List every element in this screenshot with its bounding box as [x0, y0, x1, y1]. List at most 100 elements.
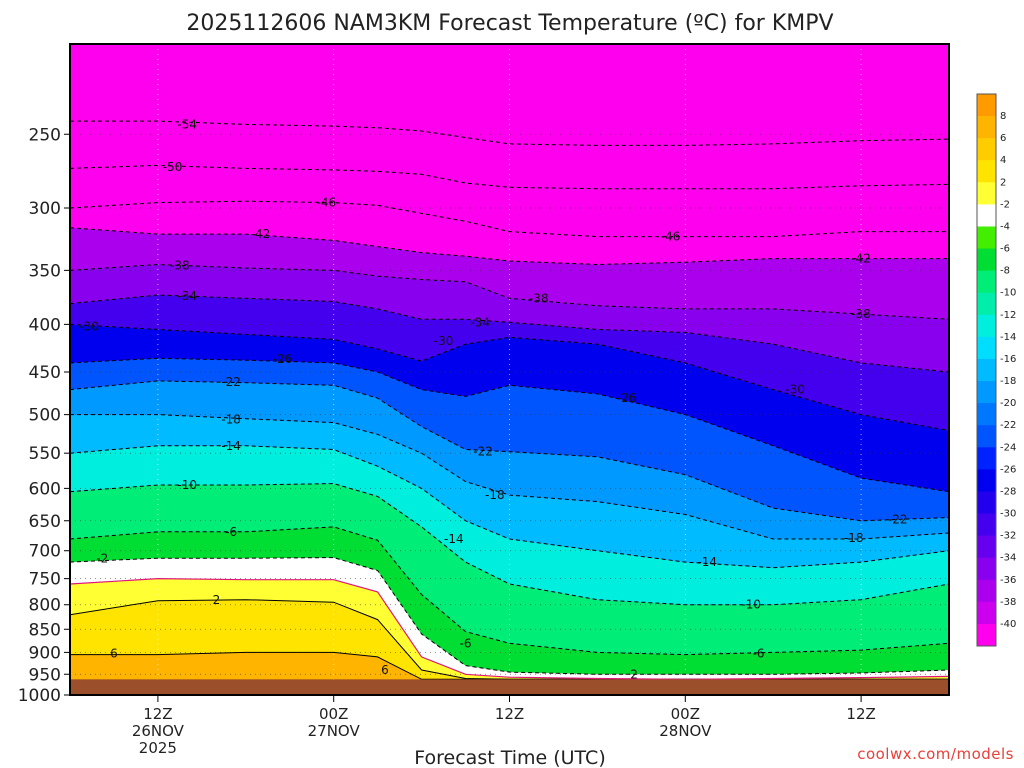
y-tick-label: 600: [29, 479, 61, 499]
isotherm-label: -22: [473, 445, 493, 459]
colorbar-swatch: [977, 601, 996, 625]
isotherm-label: -30: [79, 319, 99, 333]
y-axis: 250 300 350 400 450 500 550 600 650 700 750 800 850 9…: [18, 125, 70, 706]
colorbar-swatch: [977, 358, 996, 382]
isotherm-label: -22: [221, 375, 241, 389]
colorbar-swatch: [977, 226, 996, 250]
colorbar-swatch: [977, 557, 996, 581]
band--46: [70, 165, 949, 237]
band-2: [70, 578, 949, 680]
isotherm-label: -34: [470, 315, 490, 329]
isotherm-label: -18: [844, 531, 864, 545]
x-tick-date: 28NOV: [659, 722, 712, 740]
isotherm-label: -42: [851, 252, 871, 266]
band--14: [70, 414, 949, 568]
isotherm-label: -10: [741, 598, 761, 612]
band--34: [70, 264, 949, 372]
isotherm-label: -54: [177, 117, 197, 131]
colorbar-label: -4: [1000, 222, 1010, 233]
isotherm-label: -38: [529, 291, 549, 305]
isotherm--46: [70, 200, 949, 238]
colorbar-label: -10: [1000, 288, 1016, 299]
colorbar-swatch: [977, 314, 996, 338]
isotherm--50: [70, 164, 949, 190]
isotherm-label: -42: [251, 227, 271, 241]
x-tick-label: 12Z: [143, 705, 172, 723]
isotherm-2: [70, 599, 949, 680]
colorbar-label: -6: [1000, 244, 1010, 255]
colorbar-swatch: [977, 204, 996, 227]
gridlines: [70, 44, 949, 695]
x-tick-year: 2025: [139, 739, 177, 757]
x-tick-date: 26NOV: [132, 722, 185, 740]
colorbar-label: -22: [1000, 420, 1016, 431]
isotherm-label: -18: [221, 412, 241, 426]
y-tick-label: 300: [29, 199, 61, 219]
colorbar-label: -24: [1000, 442, 1016, 453]
colorbar-label: -36: [1000, 575, 1016, 586]
isotherm--38: [70, 263, 949, 320]
colorbar-swatch: [977, 116, 996, 139]
colorbar-label: -40: [1000, 619, 1016, 630]
isotherm-label: -34: [177, 289, 197, 303]
colorbar-swatch: [977, 138, 996, 161]
isotherm-label: -38: [851, 307, 871, 321]
colorbar-label: 6: [1000, 133, 1006, 144]
colorbar-swatch: [977, 491, 996, 515]
colorbar-swatch: [977, 469, 996, 492]
isotherm-label: 6: [110, 647, 118, 661]
y-tick-label: 850: [29, 620, 61, 640]
colorbar-label: -18: [1000, 376, 1016, 387]
isotherm-lines: [70, 120, 949, 680]
colorbar-label: -26: [1000, 464, 1016, 475]
isotherm-label: -14: [697, 555, 717, 569]
isotherm-0: [70, 577, 949, 680]
colorbar-label: -12: [1000, 310, 1016, 321]
colorbar-swatch: [977, 403, 996, 426]
ground-layer: [70, 679, 949, 695]
y-tick-label: 650: [29, 512, 61, 532]
isotherm-label: 2: [630, 667, 638, 681]
isotherm--10: [70, 483, 949, 606]
colorbar-swatch: [977, 513, 996, 537]
isotherm-label: -30: [785, 383, 805, 397]
isotherm--42: [70, 227, 949, 266]
y-tick-label: 950: [29, 665, 61, 685]
band--30: [70, 295, 949, 431]
plot-area: -54 -50 -46 -46 -42 -42 -38 -38 -38 -34 -34 -30 -30 -…: [70, 44, 949, 695]
colorbar-swatch: [977, 160, 996, 183]
colorbar-label: -8: [1000, 266, 1010, 277]
colorbar-swatch: [977, 292, 996, 316]
colorbar-swatch: [977, 270, 996, 294]
y-tick-label: 1000: [18, 686, 61, 706]
colorbar-swatch: [977, 94, 996, 117]
isotherm-label: -10: [177, 478, 197, 492]
y-tick-label: 500: [29, 406, 61, 426]
x-tick-label: 00Z: [671, 705, 700, 723]
isotherm--18: [70, 414, 949, 540]
band--38: [70, 227, 949, 320]
chart-title: 2025112606 NAM3KM Forecast Temperature (…: [186, 11, 833, 36]
credit-text[interactable]: coolwx.com/models: [857, 745, 1014, 763]
colorbar-label: -38: [1000, 597, 1016, 608]
colorbar-label: -16: [1000, 354, 1016, 365]
colorbar-label: -20: [1000, 398, 1016, 409]
colorbar-label: -32: [1000, 531, 1016, 542]
y-tick-label: 800: [29, 596, 61, 616]
isotherm--2: [70, 557, 949, 675]
isotherm-label: -38: [170, 259, 190, 273]
colorbar-swatch: [977, 579, 996, 603]
y-tick-label: 900: [29, 643, 61, 663]
isotherm--14: [70, 445, 949, 569]
colorbar-swatch: [977, 182, 996, 205]
isotherm--34: [70, 294, 949, 373]
colorbar-label: 8: [1000, 111, 1006, 122]
y-tick-label: 700: [29, 542, 61, 562]
isotherm--30: [70, 323, 949, 431]
band--10: [70, 445, 949, 605]
y-tick-label: 450: [29, 363, 61, 383]
colorbar-swatch: [977, 425, 996, 448]
colorbar-swatch: [977, 447, 996, 470]
